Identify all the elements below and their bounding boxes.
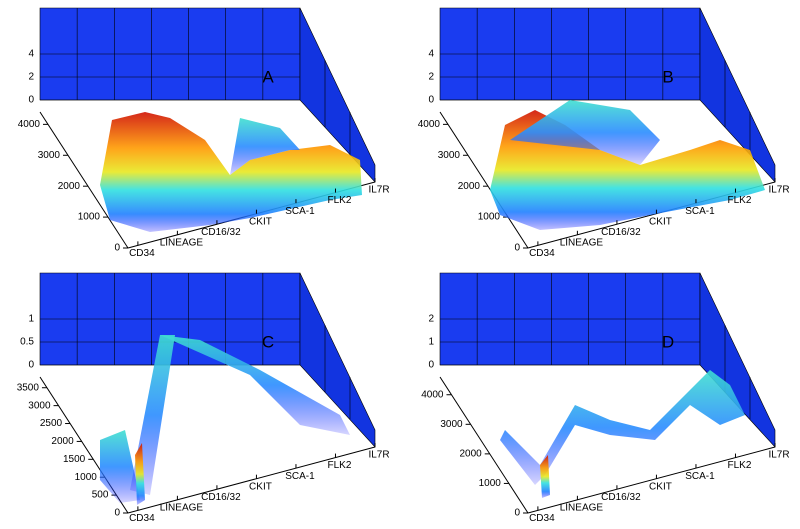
y-tick-label: 500 bbox=[92, 490, 109, 501]
x-tick-label: CKIT bbox=[249, 216, 272, 227]
y-tick-label: 0 bbox=[114, 243, 120, 254]
x-tick-label: LINEAGE bbox=[560, 502, 604, 513]
x-axis bbox=[527, 446, 776, 514]
x-tick-label: SCA-1 bbox=[285, 471, 315, 482]
x-tick-label: CD34 bbox=[129, 513, 155, 524]
y-tick-label: 3000 bbox=[440, 419, 463, 430]
x-tick-label: CD16/32 bbox=[201, 227, 241, 238]
z-tick-label: 2 bbox=[428, 314, 434, 325]
surface bbox=[230, 118, 300, 175]
surface bbox=[135, 443, 145, 505]
y-tick-label: 1000 bbox=[479, 478, 502, 489]
x-tick-label: LINEAGE bbox=[560, 237, 604, 248]
y-tick-label: 3000 bbox=[28, 400, 51, 411]
z-tick-label: 1 bbox=[428, 337, 434, 348]
y-tick-label: 3000 bbox=[438, 150, 461, 161]
panel-letter: B bbox=[662, 67, 673, 86]
x-tick-label: CD16/32 bbox=[201, 492, 241, 503]
x-tick-label: IL7R bbox=[368, 185, 389, 196]
x-tick-label: FLK2 bbox=[328, 460, 352, 471]
y-tick-label: 2000 bbox=[51, 436, 74, 447]
y-tick-label: 1000 bbox=[75, 472, 98, 483]
surface bbox=[100, 430, 140, 503]
y-tick-label: 1000 bbox=[478, 212, 501, 223]
x-tick-label: SCA-1 bbox=[685, 471, 715, 482]
x-tick-label: SCA-1 bbox=[685, 206, 715, 217]
x-tick-label: CD34 bbox=[129, 248, 155, 259]
y-axis bbox=[439, 111, 529, 249]
x-tick-label: FLK2 bbox=[728, 195, 752, 206]
side-wall bbox=[699, 272, 776, 448]
y-tick-label: 4000 bbox=[418, 119, 441, 130]
z-tick-label: 0.5 bbox=[20, 337, 34, 348]
z-tick-label: 4 bbox=[28, 49, 34, 60]
x-tick-label: CKIT bbox=[649, 216, 672, 227]
y-tick-label: 1000 bbox=[78, 212, 101, 223]
x-tick-label: FLK2 bbox=[728, 460, 752, 471]
y-tick-label: 4000 bbox=[421, 389, 444, 400]
y-tick-label: 0 bbox=[514, 243, 520, 254]
y-tick-label: 3500 bbox=[17, 382, 40, 393]
surface bbox=[100, 112, 362, 232]
y-tick-label: 2000 bbox=[459, 449, 482, 460]
surface bbox=[160, 335, 350, 435]
y-axis bbox=[39, 111, 129, 249]
z-tick-label: 0 bbox=[28, 95, 34, 106]
panel-letter: A bbox=[262, 67, 274, 86]
x-tick-label: IL7R bbox=[768, 185, 789, 196]
z-tick-label: 2 bbox=[28, 72, 34, 83]
y-axis bbox=[439, 376, 529, 514]
x-tick-label: SCA-1 bbox=[285, 206, 315, 217]
z-tick-label: 1 bbox=[28, 314, 34, 325]
y-tick-label: 2000 bbox=[458, 181, 481, 192]
surface bbox=[500, 370, 745, 485]
y-tick-label: 2000 bbox=[58, 181, 81, 192]
y-tick-label: 2500 bbox=[40, 418, 63, 429]
x-tick-label: IL7R bbox=[368, 450, 389, 461]
x-axis bbox=[127, 446, 376, 514]
x-tick-label: LINEAGE bbox=[160, 502, 204, 513]
panel-letter: C bbox=[262, 332, 274, 351]
x-tick-label: CKIT bbox=[649, 481, 672, 492]
panel: 0 0.5 1 0 500 1000 1500 2000 2500 3000 3500 CD34 LIN… bbox=[17, 272, 390, 524]
z-tick-label: 0 bbox=[428, 360, 434, 371]
x-tick-label: CD34 bbox=[529, 248, 555, 259]
z-tick-label: 4 bbox=[428, 49, 434, 60]
z-tick-label: 0 bbox=[428, 95, 434, 106]
y-tick-label: 4000 bbox=[18, 119, 41, 130]
x-tick-label: IL7R bbox=[768, 450, 789, 461]
x-tick-label: FLK2 bbox=[328, 195, 352, 206]
x-tick-label: CD16/32 bbox=[601, 227, 641, 238]
y-tick-label: 0 bbox=[514, 508, 520, 519]
y-tick-label: 3000 bbox=[38, 150, 61, 161]
x-tick-label: CD16/32 bbox=[601, 492, 641, 503]
panel-letter: D bbox=[662, 332, 674, 351]
surface bbox=[540, 455, 550, 498]
z-tick-label: 2 bbox=[428, 72, 434, 83]
y-tick-label: 1500 bbox=[63, 454, 86, 465]
surface bbox=[510, 100, 660, 165]
x-tick-label: CD34 bbox=[529, 513, 555, 524]
y-tick-label: 0 bbox=[114, 508, 120, 519]
z-tick-label: 0 bbox=[28, 360, 34, 371]
x-tick-label: CKIT bbox=[249, 481, 272, 492]
x-tick-label: LINEAGE bbox=[160, 237, 204, 248]
